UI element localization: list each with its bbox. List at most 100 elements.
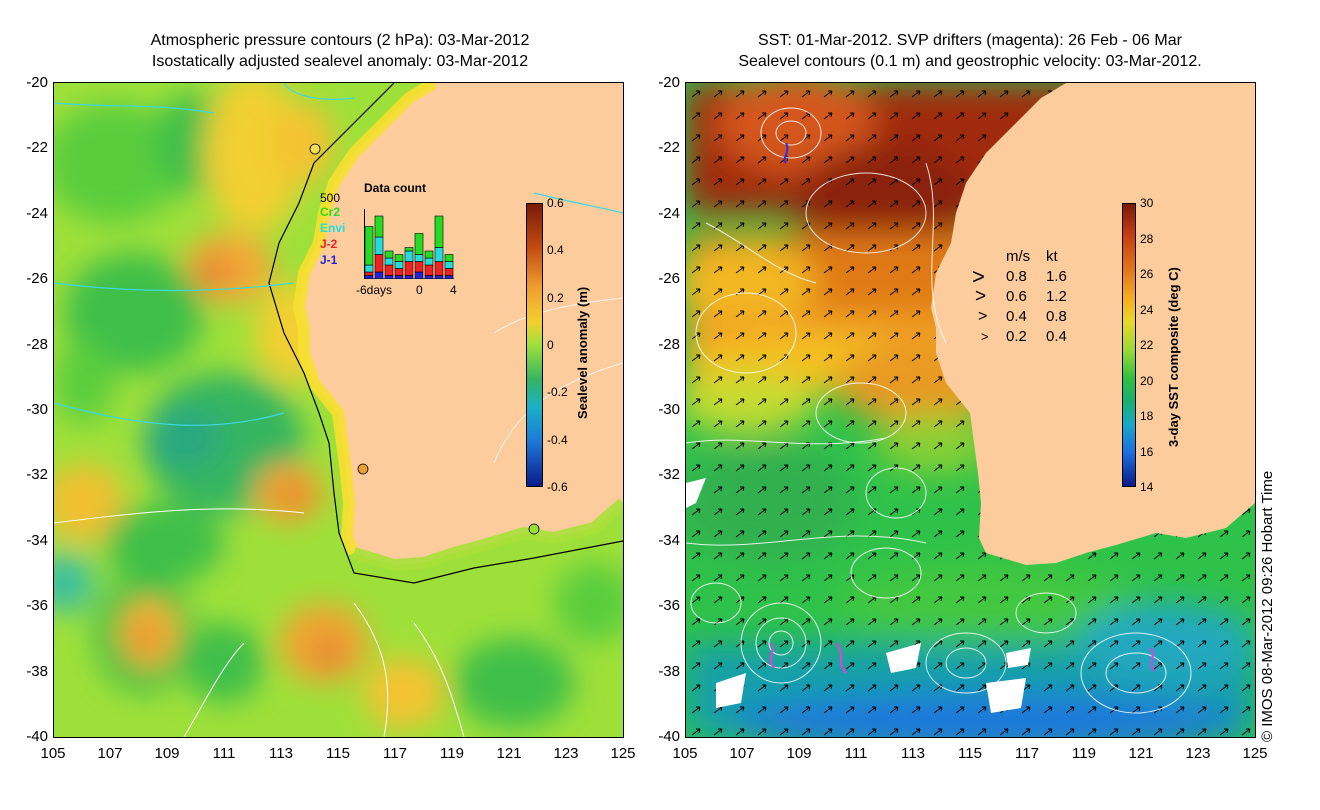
x-tick-label: 123 (1185, 745, 1211, 762)
y-tick-label: -22 (658, 139, 680, 157)
velocity-ms-value: 0.2 (1006, 328, 1027, 345)
y-tick-label: -38 (658, 662, 680, 680)
data-count-bar-segment (394, 268, 404, 276)
data-count-bar-segment (374, 271, 384, 279)
y-tick-label: -28 (658, 335, 680, 353)
y-tick-label: -40 (658, 728, 680, 745)
data-count-bar-segment (394, 275, 404, 279)
velocity-kt-value: 0.8 (1046, 308, 1067, 325)
data-count-bar-segment (374, 254, 384, 273)
data-count-bar-segment (434, 247, 444, 262)
y-tick-label: -34 (658, 531, 680, 549)
x-tick-label: 107 (729, 745, 755, 762)
x-tick-label: 123 (553, 745, 579, 762)
y-tick-label: -36 (26, 597, 48, 615)
data-count-bar-segment (384, 264, 394, 276)
left-colorbar-label: Sealevel anomaly (m) (575, 286, 590, 419)
velocity-kt-value: 1.6 (1046, 268, 1067, 285)
colorbar-tick-label: -0.2 (547, 385, 568, 400)
y-tick-label: -38 (26, 662, 48, 680)
sealevel-anomaly-map[interactable]: Data count 500 Cr2 Envi J-2 J-1 -6days 0 4 … (53, 82, 624, 738)
mission-legend-item: J-1 (320, 253, 338, 267)
data-count-max: 500 (320, 191, 341, 205)
data-count-bar-segment (414, 261, 424, 273)
mission-legend-item: J-2 (320, 237, 338, 251)
data-count-bar-segment (414, 254, 424, 262)
x-tick-label: 121 (1128, 745, 1154, 762)
x-tick-label: 119 (440, 745, 464, 762)
x-tick-label: 125 (610, 745, 636, 762)
data-count-bar-segment (434, 261, 444, 276)
x-tick-label: 117 (1015, 745, 1039, 762)
x-tick-label: 107 (97, 745, 123, 762)
y-tick-label: -30 (26, 401, 48, 418)
right-title-line1: SST: 01-Mar-2012. SVP drifters (magenta)… (758, 32, 1182, 49)
y-tick-label: -26 (26, 270, 48, 288)
data-count-bar-segment (384, 257, 394, 266)
colorbar-tick-label: 0 (547, 338, 554, 352)
dc-xlabel-end: 4 (450, 283, 457, 297)
data-count-bar-segment (394, 261, 404, 269)
mission-legend-item: Cr2 (320, 205, 341, 219)
dc-xlabel-zero: 0 (416, 283, 423, 297)
data-count-bar-segment (424, 250, 434, 259)
legend-header-ms: m/s (1006, 248, 1031, 265)
colorbar-tick-label: 18 (1140, 409, 1154, 423)
data-count-bar-segment (374, 215, 384, 238)
data-count-bar-segment (444, 268, 454, 276)
y-tick-label: -28 (26, 335, 48, 353)
left-title: Atmospheric pressure contours (2 hPa): 0… (40, 30, 640, 72)
data-count-bar-segment (384, 275, 394, 279)
x-tick-label: 109 (154, 745, 180, 762)
right-colorbar-label: 3-day SST composite (deg C) (1166, 267, 1181, 447)
x-tick-label: 119 (1072, 745, 1096, 762)
x-tick-label: 105 (672, 745, 698, 762)
data-count-bar-segment (414, 271, 424, 279)
data-count-bar-segment (404, 261, 414, 276)
data-count-bar-segment (424, 257, 434, 266)
velocity-kt-value: 0.4 (1046, 328, 1067, 345)
legend-header-kt: kt (1046, 248, 1058, 265)
colorbar-tick-label: 0.4 (547, 243, 564, 258)
colorbar-tick-label: -0.4 (547, 432, 568, 447)
velocity-arrow-icon: > (975, 286, 987, 307)
velocity-ms-value: 0.4 (1006, 308, 1027, 325)
velocity-arrow-icon: > (978, 308, 988, 325)
colorbar-tick-label: 14 (1140, 480, 1154, 494)
velocity-arrow-icon: > (972, 264, 985, 289)
data-count-bar-segment (364, 275, 374, 279)
credit-text: © IMOS 08-Mar-2012 09:26 Hobart Time (1259, 470, 1276, 742)
x-tick-label: 105 (40, 745, 66, 762)
y-tick-label: -26 (658, 270, 680, 288)
data-count-bar-segment (414, 233, 424, 255)
sst-colorbar (1122, 203, 1136, 487)
data-count-bar-segment (374, 236, 384, 255)
y-tick-label: -36 (658, 597, 680, 615)
colorbar-tick-label: 0.6 (547, 196, 564, 210)
colorbar-tick-label: -0.6 (547, 480, 568, 494)
y-tick-label: -20 (658, 74, 680, 91)
data-count-axis (364, 209, 454, 279)
velocity-ms-value: 0.6 (1006, 288, 1027, 305)
x-tick-label: 117 (383, 745, 407, 762)
dc-xlabel-start: -6days (356, 283, 393, 297)
x-tick-label: 115 (326, 745, 350, 762)
x-tick-label: 111 (844, 745, 868, 762)
data-count-bar-segment (424, 275, 434, 279)
data-count-bar-segment (444, 254, 454, 262)
data-count-bar-segment (444, 261, 454, 269)
right-title: SST: 01-Mar-2012. SVP drifters (magenta)… (660, 30, 1280, 72)
x-tick-label: 111 (212, 745, 236, 762)
data-count-title: Data count (364, 181, 427, 195)
data-count-bar-segment (404, 275, 414, 279)
x-tick-label: 125 (1242, 745, 1268, 762)
colorbar-tick-label: 16 (1140, 444, 1154, 459)
x-tick-label: 121 (496, 745, 522, 762)
velocity-ms-value: 0.8 (1006, 268, 1027, 285)
sst-map[interactable]: m/s kt >0.8 1.6 >0.6 1.2 >0.4 0.8 >0.2 0.4 30 28… (685, 82, 1256, 738)
colorbar-tick-label: 0.2 (547, 290, 564, 305)
right-title-line2: Sealevel contours (0.1 m) and geostrophi… (738, 53, 1202, 70)
data-count-bar-segment (404, 250, 414, 262)
data-count-bar-segment (404, 247, 414, 252)
data-count-bar-segment (384, 250, 394, 259)
